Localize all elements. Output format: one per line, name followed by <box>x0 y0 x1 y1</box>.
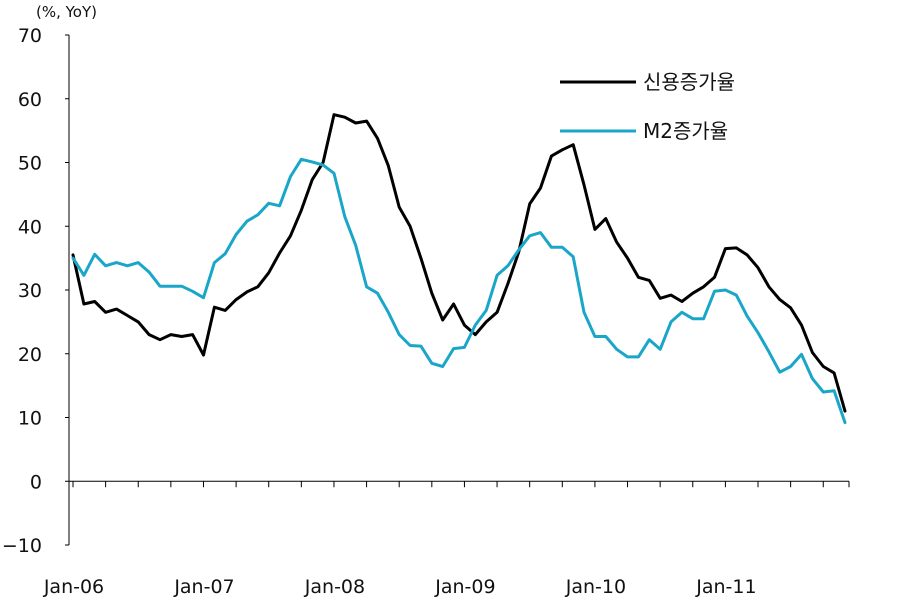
y-axis-ticks: 70 60 50 40 30 20 10 0 −10 <box>2 25 69 557</box>
y-tick-label: 10 <box>18 408 42 430</box>
x-tick-label: Jan-10 <box>565 576 626 598</box>
y-tick-label: 40 <box>18 216 42 238</box>
x-axis-ticks: Jan-06 Jan-07 Jan-08 Jan-09 Jan-10 Jan-11 <box>43 481 850 598</box>
y-tick-label: 0 <box>30 471 42 493</box>
series-line-m2-growth <box>71 157 847 425</box>
y-tick-label: −10 <box>2 535 42 557</box>
x-tick-label: Jan-06 <box>43 576 104 598</box>
x-tick-label: Jan-07 <box>173 576 234 598</box>
series-line-credit-growth <box>71 113 847 413</box>
y-axis-unit-label: (%, YoY) <box>36 3 97 21</box>
series-lines <box>71 113 847 425</box>
x-tick-label: Jan-11 <box>695 576 756 598</box>
y-tick-label: 70 <box>18 25 42 47</box>
axes <box>68 35 849 545</box>
x-tick-label: Jan-09 <box>434 576 495 598</box>
y-tick-label: 30 <box>18 280 42 302</box>
legend: 신용증가율 M2증가율 <box>560 70 735 143</box>
y-tick-label: 50 <box>18 153 42 175</box>
x-tick-label: Jan-08 <box>304 576 365 598</box>
legend-label-m2: M2증가율 <box>643 119 728 143</box>
legend-label-credit: 신용증가율 <box>643 70 735 94</box>
y-tick-label: 60 <box>18 89 42 111</box>
y-tick-label: 20 <box>18 344 42 366</box>
